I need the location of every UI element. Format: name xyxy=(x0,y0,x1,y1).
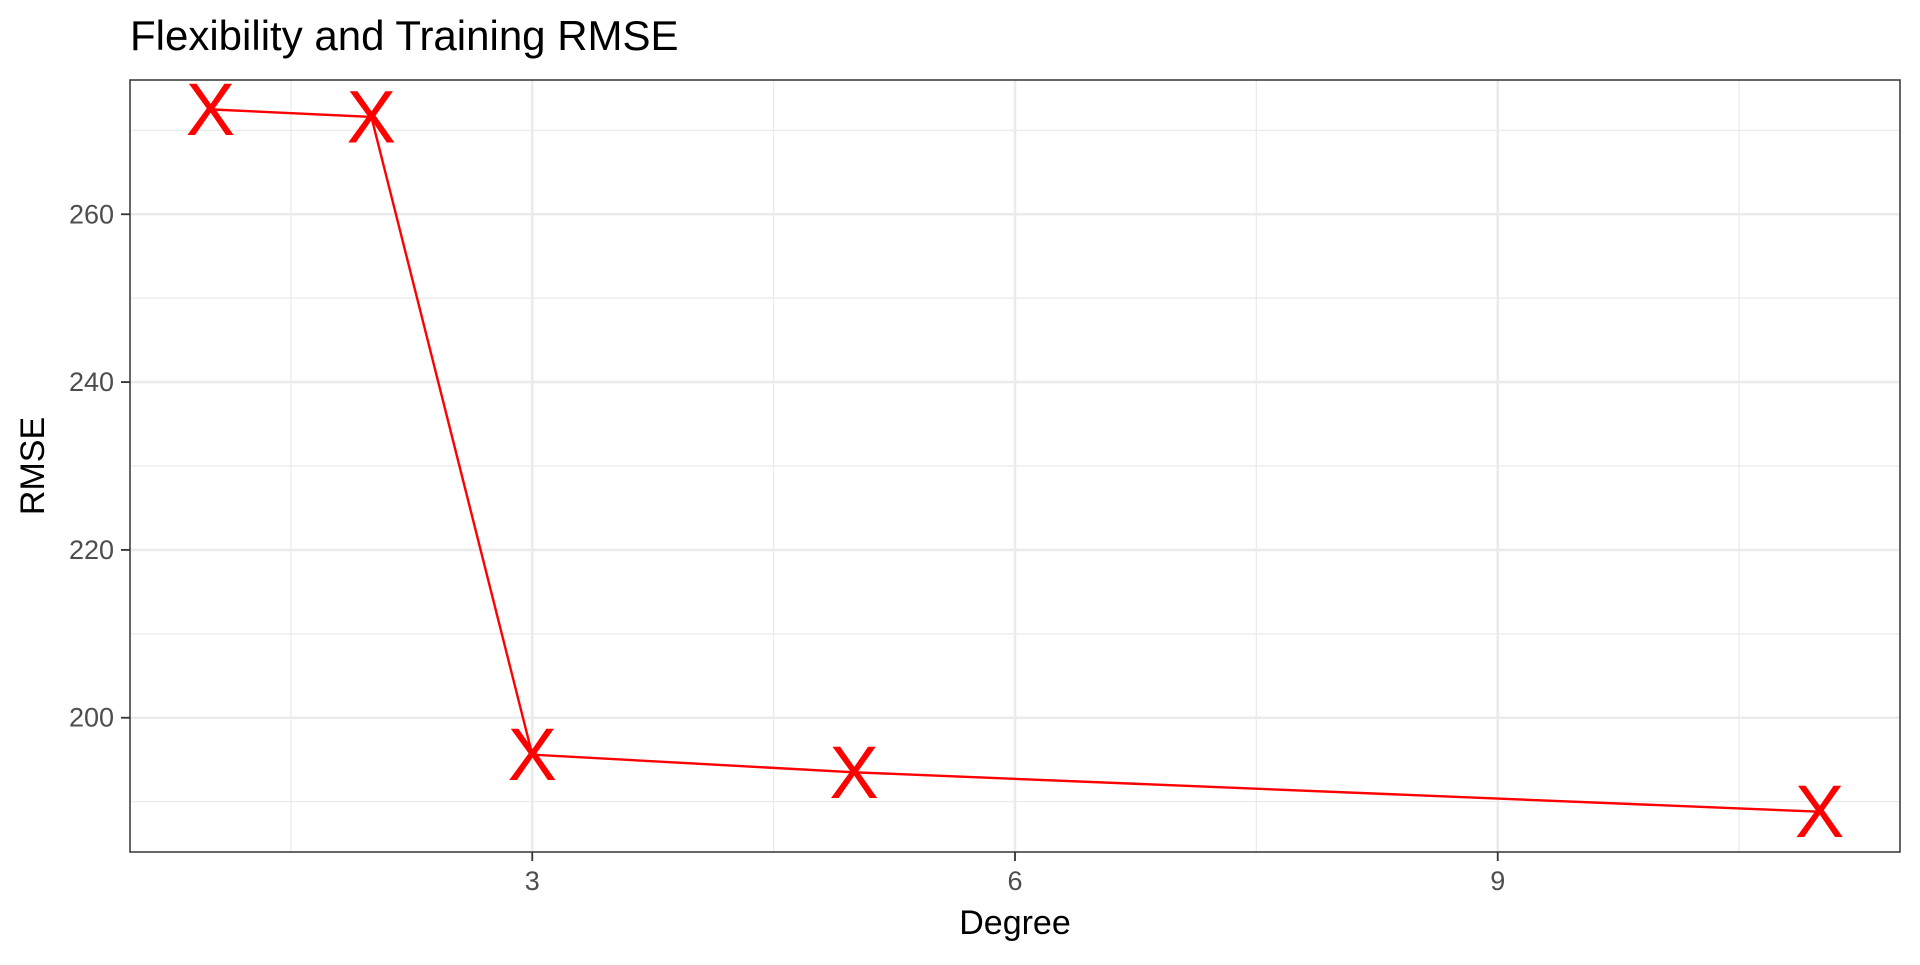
x-axis-title: Degree xyxy=(959,904,1071,942)
major-gridlines xyxy=(130,80,1900,852)
data-point-3: X xyxy=(829,731,878,814)
data-point-0: X xyxy=(186,68,235,151)
series-layer xyxy=(210,108,1820,813)
y-axis-ticks: 200 220 240 260 xyxy=(69,199,130,733)
data-point-4: X xyxy=(1795,770,1844,853)
data-point-1: X xyxy=(347,75,396,158)
x-tick-label-0: 3 xyxy=(525,866,540,896)
x-axis-ticks: 3 6 9 xyxy=(525,852,1505,896)
data-point-2: X xyxy=(508,713,557,796)
y-axis-title: RMSE xyxy=(14,417,52,515)
points-layer: X X X X X xyxy=(186,68,1844,853)
x-tick-label-1: 6 xyxy=(1007,866,1022,896)
y-tick-label-3: 260 xyxy=(69,199,114,229)
series-line-0 xyxy=(210,108,1820,813)
x-tick-label-2: 9 xyxy=(1490,866,1505,896)
chart-title: Flexibility and Training RMSE xyxy=(130,12,679,59)
y-tick-label-2: 240 xyxy=(69,367,114,397)
y-tick-label-0: 200 xyxy=(69,703,114,733)
y-tick-label-1: 220 xyxy=(69,535,114,565)
